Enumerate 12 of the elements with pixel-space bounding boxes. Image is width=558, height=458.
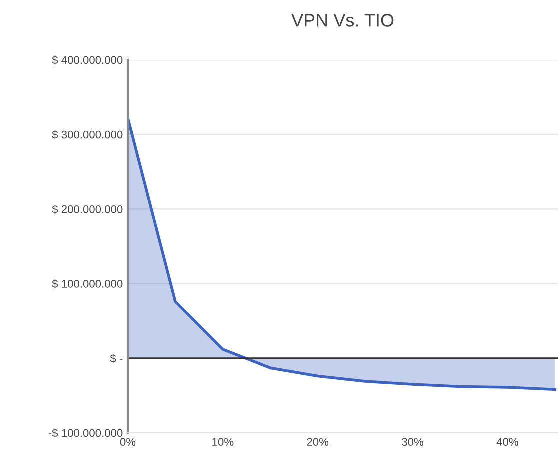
chart-title: VPN Vs. TIO bbox=[292, 14, 394, 27]
x-tick-label: 30% bbox=[402, 438, 424, 446]
x-tick-label: 40% bbox=[496, 438, 518, 446]
y-tick-label: $ 200.000.000 bbox=[52, 205, 123, 214]
x-tick-label: 20% bbox=[307, 438, 329, 446]
x-tick-label: 0% bbox=[120, 438, 136, 446]
y-tick-label: $ 100.000.000 bbox=[52, 280, 123, 289]
y-tick-label: $ 300.000.000 bbox=[52, 130, 123, 140]
x-tick-label: 10% bbox=[212, 438, 234, 446]
y-tick-label: $ - bbox=[110, 354, 123, 364]
y-tick-label: -$ 100.000.000 bbox=[48, 428, 123, 438]
y-tick-label: $ 400.000.000 bbox=[52, 56, 123, 65]
